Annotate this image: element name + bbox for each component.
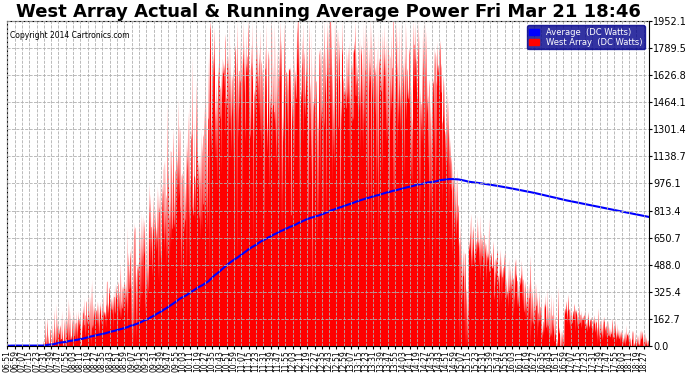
Legend: Average  (DC Watts), West Array  (DC Watts): Average (DC Watts), West Array (DC Watts… bbox=[527, 25, 645, 50]
Text: Copyright 2014 Cartronics.com: Copyright 2014 Cartronics.com bbox=[10, 31, 130, 40]
Title: West Array Actual & Running Average Power Fri Mar 21 18:46: West Array Actual & Running Average Powe… bbox=[16, 3, 641, 21]
